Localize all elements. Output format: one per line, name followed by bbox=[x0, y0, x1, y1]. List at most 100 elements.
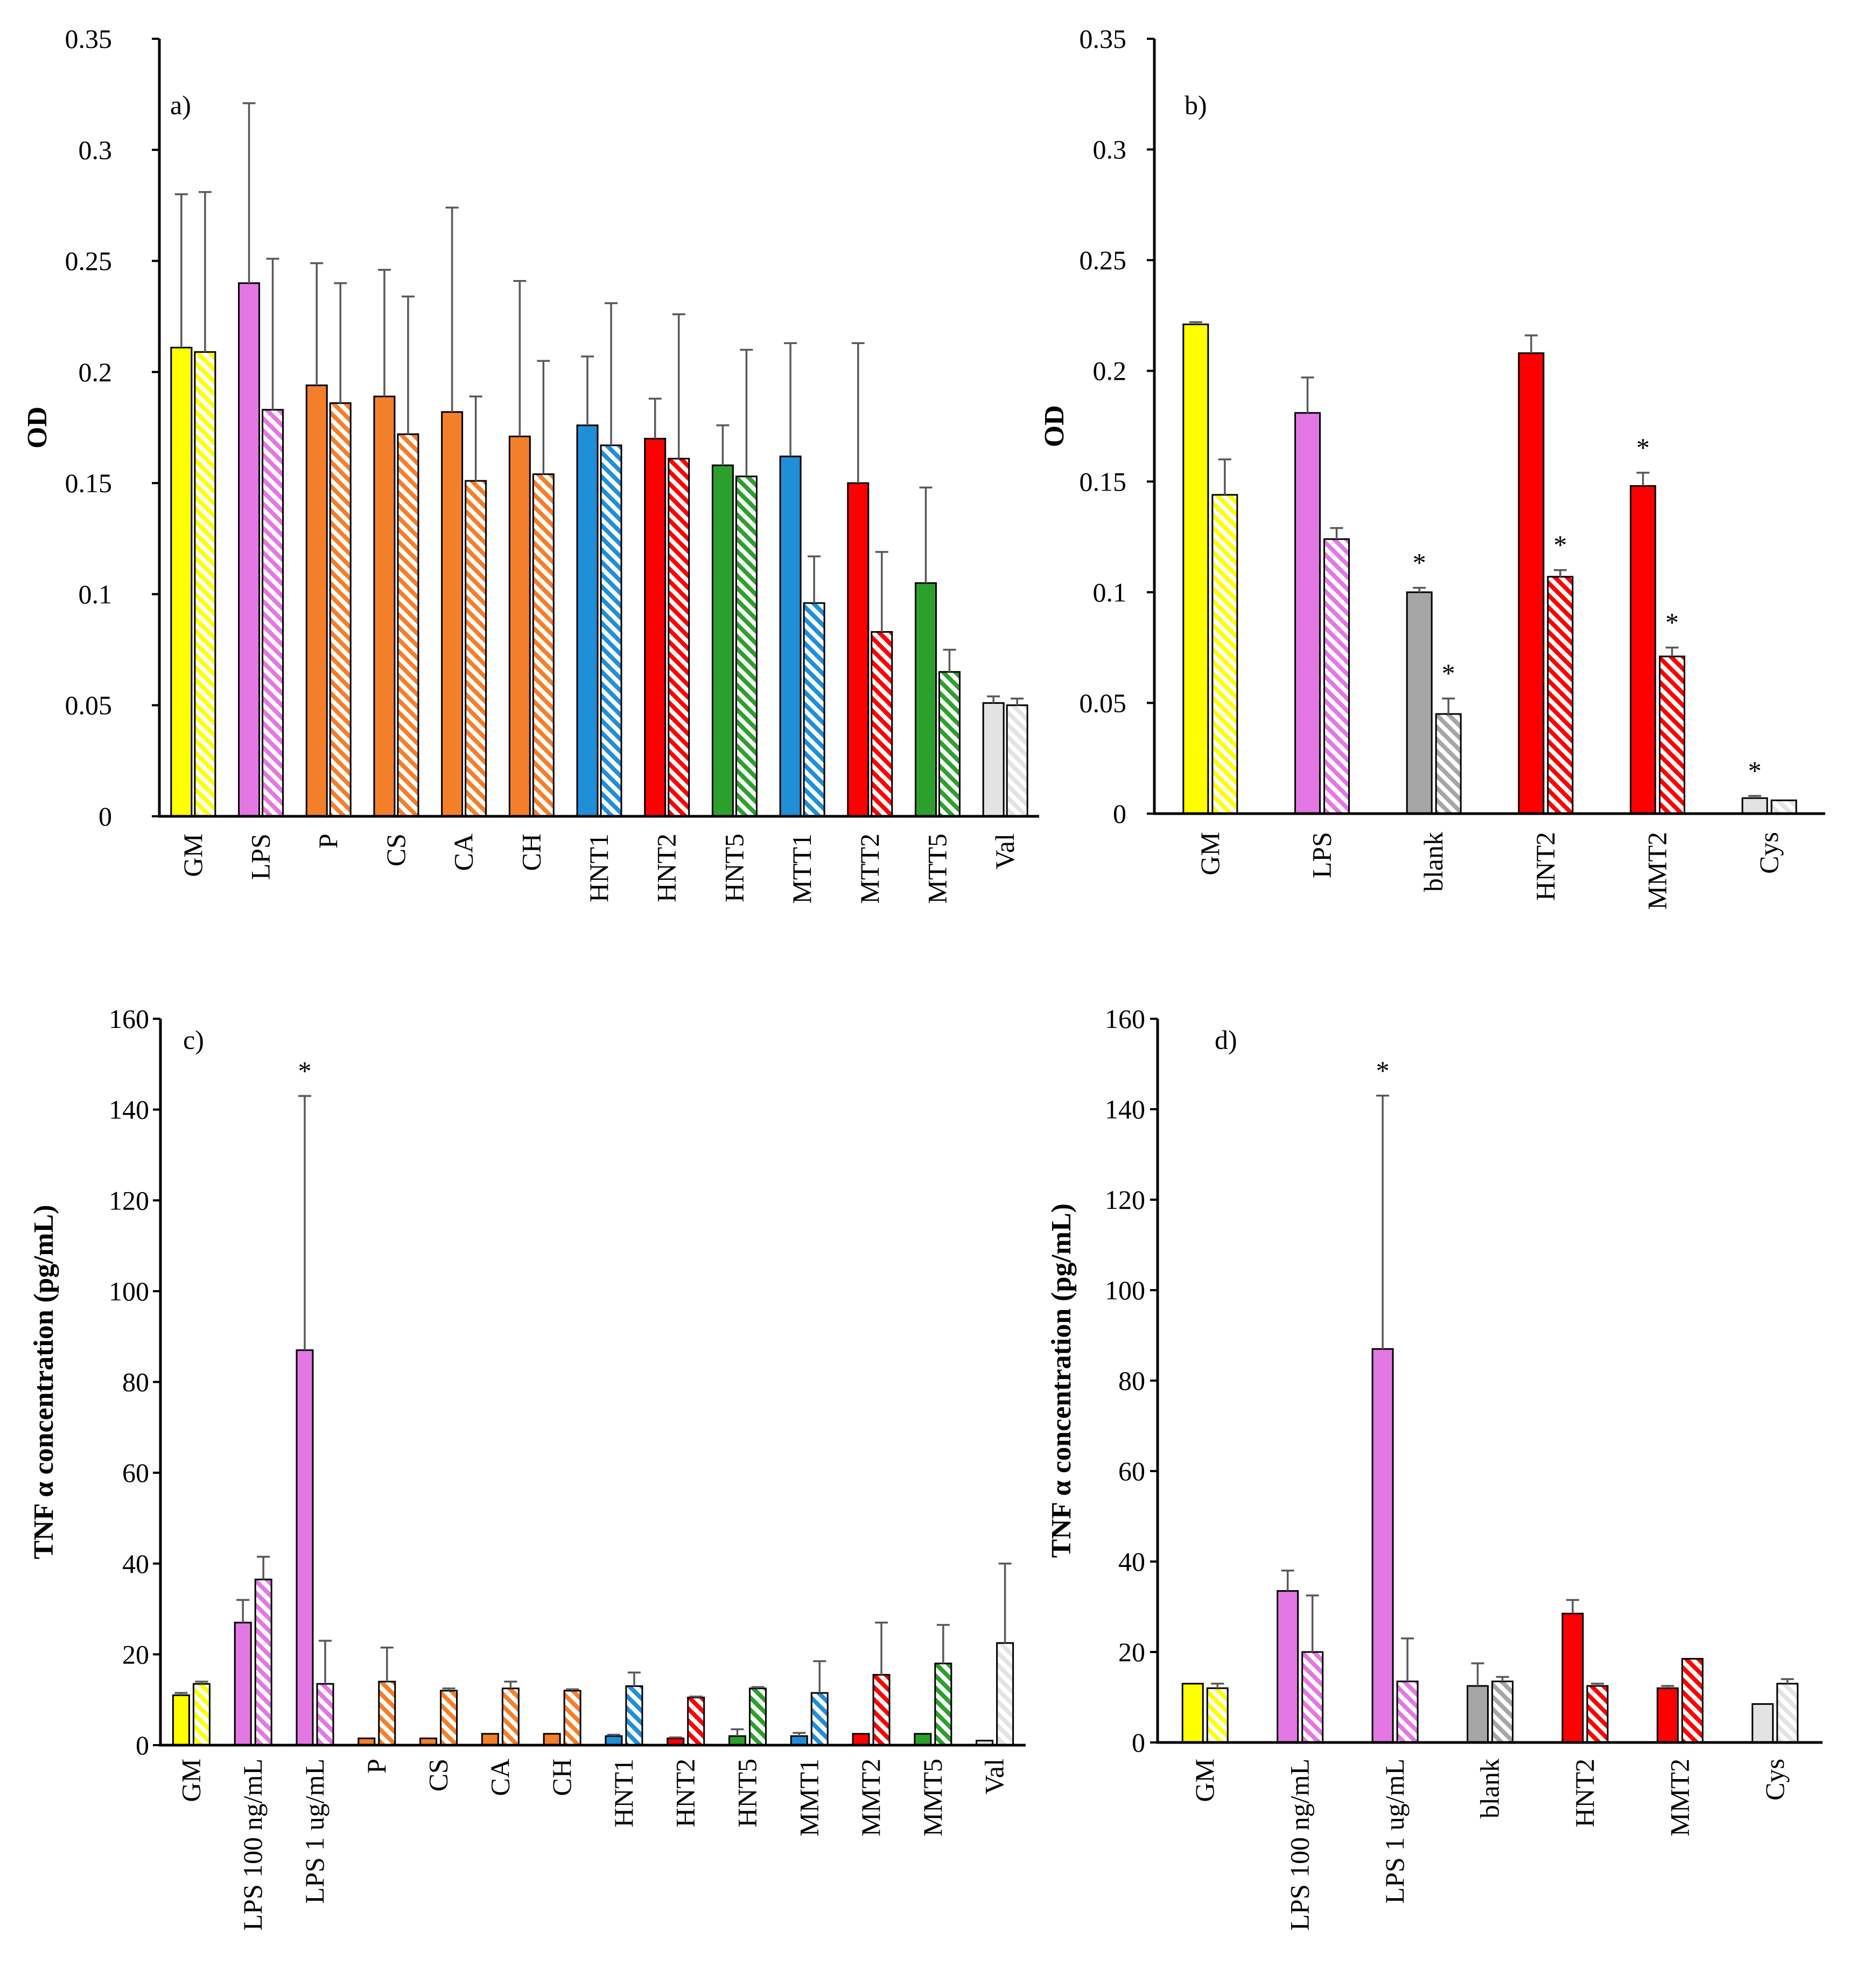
category-label: LPS 1 ug/mL bbox=[299, 1759, 330, 1903]
category-label: blank bbox=[1418, 832, 1448, 892]
bar-lps-solid bbox=[238, 282, 261, 817]
category-label: MTT5 bbox=[922, 834, 952, 904]
category-label: LPS 100 ng/mL bbox=[1285, 1759, 1315, 1930]
bar-cs-solid bbox=[373, 395, 396, 817]
significance-stars: * bbox=[1376, 1055, 1390, 1086]
bar-mtt5-solid bbox=[914, 582, 937, 817]
bar-mtt1-hatched bbox=[803, 602, 825, 817]
category-label: MTT2 bbox=[854, 834, 885, 904]
bar-mmt2-solid bbox=[1656, 1687, 1679, 1744]
category-label: HNT5 bbox=[719, 834, 749, 902]
bar-lps-hatched bbox=[1323, 538, 1350, 815]
category-label: CH bbox=[516, 834, 546, 871]
significance-star: * bbox=[1413, 548, 1426, 578]
bars bbox=[1182, 323, 1797, 815]
significance-star: * bbox=[1376, 1055, 1390, 1086]
bar-val-hatched bbox=[1006, 704, 1028, 817]
category-label: HNT1 bbox=[584, 834, 614, 902]
y-tick-label: 0 bbox=[136, 1730, 149, 1760]
y-tick-label: 0.35 bbox=[65, 24, 113, 54]
y-tick-label: 140 bbox=[109, 1095, 149, 1125]
bar-lps-1-ug/ml-solid bbox=[296, 1349, 314, 1746]
y-tick-label: 0.15 bbox=[65, 468, 113, 498]
y-tick-label: 0.1 bbox=[79, 579, 113, 609]
bar-ch-hatched bbox=[563, 1690, 581, 1746]
bar-cys-solid bbox=[1741, 797, 1768, 815]
y-tick-label: 0.1 bbox=[1093, 577, 1127, 607]
bar-p-hatched bbox=[378, 1681, 396, 1746]
bar-blank-hatched bbox=[1491, 1681, 1513, 1744]
bar-hnt5-hatched bbox=[735, 475, 758, 817]
axes bbox=[158, 39, 1039, 818]
bar-ch-solid bbox=[508, 436, 531, 817]
bar-hnt2-hatched bbox=[1547, 576, 1574, 815]
bar-lps-1-ug/ml-hatched bbox=[1396, 1681, 1419, 1744]
y-tick-label: 20 bbox=[122, 1639, 149, 1669]
bar-mtt2-solid bbox=[847, 482, 870, 817]
bar-ca-hatched bbox=[465, 480, 487, 817]
panel-label: c) bbox=[183, 1025, 204, 1055]
bars bbox=[1181, 1348, 1799, 1744]
error-bars bbox=[1189, 321, 1762, 799]
y-tick-label: 0.2 bbox=[79, 357, 113, 387]
axes bbox=[159, 1019, 1026, 1747]
category-label: LPS 100 ng/mL bbox=[237, 1759, 268, 1930]
bar-mtt2-hatched bbox=[871, 631, 893, 817]
bar-gm-solid bbox=[172, 1694, 190, 1746]
error-bars bbox=[1211, 1095, 1794, 1689]
y-tick-label: 120 bbox=[109, 1185, 149, 1215]
category-label: GM bbox=[1195, 832, 1225, 876]
category-label: GM bbox=[178, 834, 208, 877]
y-tick-label: 0.3 bbox=[79, 135, 113, 165]
bar-hnt5-solid bbox=[728, 1735, 746, 1746]
bar-hnt2-hatched bbox=[687, 1696, 705, 1746]
bar-mmt2-hatched bbox=[1681, 1658, 1704, 1744]
y-tick-label: 0 bbox=[1132, 1727, 1145, 1758]
y-tick-labels: 0 0.05 0.1 0.15 0.2 0.25 0.3 0.35 bbox=[1080, 24, 1154, 829]
bar-mmt1-solid bbox=[790, 1735, 808, 1746]
y-tick-labels: 0 20 40 60 80 100 120 140 160 bbox=[109, 1004, 160, 1760]
bar-mtt1-solid bbox=[779, 456, 802, 817]
category-label: HNT2 bbox=[1530, 832, 1560, 901]
significance-star: * bbox=[1442, 658, 1455, 688]
y-tick-label: 60 bbox=[1118, 1456, 1145, 1486]
bar-hnt2-solid bbox=[1518, 352, 1545, 815]
bars bbox=[172, 1349, 1014, 1746]
bar-blank-solid bbox=[1467, 1685, 1489, 1744]
y-tick-label: 80 bbox=[1118, 1366, 1145, 1396]
y-tick-label: 0.05 bbox=[1080, 688, 1127, 718]
bar-hnt1-hatched bbox=[625, 1685, 643, 1746]
category-label: MMT2 bbox=[856, 1759, 886, 1836]
y-axis-label: TNF α concentration (pg/mL) bbox=[1046, 1203, 1077, 1558]
y-tick-label: 100 bbox=[1105, 1275, 1145, 1305]
bar-lps-hatched bbox=[262, 409, 284, 817]
category-label: MMT1 bbox=[794, 1759, 824, 1836]
category-label: CA bbox=[485, 1759, 515, 1796]
bar-lps-solid bbox=[1294, 412, 1321, 815]
bar-mmt2-hatched bbox=[872, 1674, 891, 1746]
bar-lps-100-ng/ml-hatched bbox=[254, 1578, 272, 1746]
bar-hnt5-solid bbox=[711, 464, 734, 817]
category-label: MTT1 bbox=[787, 834, 817, 904]
y-tick-label: 100 bbox=[109, 1276, 149, 1306]
bar-ca-hatched bbox=[501, 1688, 520, 1746]
y-tick-label: 0.2 bbox=[1093, 356, 1127, 386]
bar-gm-solid bbox=[1181, 1683, 1204, 1744]
category-label: LPS bbox=[1307, 832, 1337, 878]
category-label: GM bbox=[176, 1759, 206, 1802]
y-tick-label: 0 bbox=[99, 801, 112, 831]
bar-p-solid bbox=[305, 384, 328, 817]
significance-star: * bbox=[1748, 755, 1762, 786]
bar-blank-solid bbox=[1406, 591, 1433, 815]
bar-ch-solid bbox=[543, 1733, 561, 1746]
category-label: LPS bbox=[246, 834, 276, 880]
category-label: CS bbox=[381, 834, 411, 866]
bar-gm-hatched bbox=[194, 351, 216, 817]
category-labels: GM LPS P CS CA CH HNT1 HNT2 HNT5 MTT1 MTT2 MTT5 Val bbox=[178, 834, 1020, 904]
category-label: blank bbox=[1475, 1759, 1505, 1818]
panel-label: b) bbox=[1185, 90, 1207, 120]
bar-val-solid bbox=[982, 702, 1005, 817]
panel-label: d) bbox=[1215, 1025, 1237, 1055]
y-axis-label: OD bbox=[22, 407, 53, 449]
